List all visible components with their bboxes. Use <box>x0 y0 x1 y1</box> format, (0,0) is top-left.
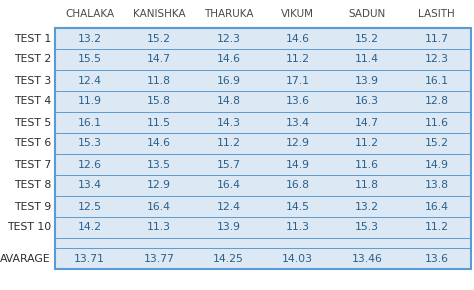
Text: VIKUM: VIKUM <box>281 9 314 19</box>
Text: 14.6: 14.6 <box>286 34 310 44</box>
Text: THARUKA: THARUKA <box>204 9 253 19</box>
Text: 11.6: 11.6 <box>355 160 379 169</box>
Bar <box>55 133 471 154</box>
Text: 11.8: 11.8 <box>355 180 379 191</box>
Text: TEST 8: TEST 8 <box>14 180 51 191</box>
Text: LASITH: LASITH <box>418 9 455 19</box>
Text: 14.6: 14.6 <box>216 55 240 64</box>
Text: 13.9: 13.9 <box>355 75 379 86</box>
Text: 15.2: 15.2 <box>147 34 171 44</box>
Text: 11.2: 11.2 <box>424 222 448 233</box>
Text: 11.3: 11.3 <box>147 222 171 233</box>
Bar <box>55 112 471 133</box>
Text: 14.3: 14.3 <box>216 117 240 128</box>
Bar <box>55 28 471 269</box>
Text: 16.3: 16.3 <box>355 97 379 106</box>
Text: 12.9: 12.9 <box>147 180 171 191</box>
Bar <box>55 49 471 70</box>
Text: TEST 5: TEST 5 <box>14 117 51 128</box>
Text: 16.4: 16.4 <box>424 202 448 211</box>
Text: TEST 10: TEST 10 <box>7 222 51 233</box>
Text: 14.25: 14.25 <box>213 253 244 264</box>
Bar <box>55 238 471 248</box>
Text: 11.2: 11.2 <box>355 139 379 148</box>
Text: 17.1: 17.1 <box>286 75 310 86</box>
Bar <box>55 28 471 49</box>
Text: 14.03: 14.03 <box>282 253 313 264</box>
Bar <box>55 154 471 175</box>
Text: 15.5: 15.5 <box>78 55 101 64</box>
Text: 13.4: 13.4 <box>286 117 310 128</box>
Text: TEST 9: TEST 9 <box>14 202 51 211</box>
Bar <box>55 248 471 269</box>
Text: 13.6: 13.6 <box>424 253 448 264</box>
Text: TEST 7: TEST 7 <box>14 160 51 169</box>
Text: 16.1: 16.1 <box>78 117 101 128</box>
Text: 13.2: 13.2 <box>355 202 379 211</box>
Text: 15.8: 15.8 <box>147 97 171 106</box>
Text: 14.7: 14.7 <box>147 55 171 64</box>
Text: SADUN: SADUN <box>348 9 386 19</box>
Text: 13.9: 13.9 <box>216 222 240 233</box>
Text: 15.2: 15.2 <box>355 34 379 44</box>
Text: 13.77: 13.77 <box>144 253 174 264</box>
Text: 12.9: 12.9 <box>286 139 310 148</box>
Text: AVARAGE: AVARAGE <box>0 253 51 264</box>
Text: 14.9: 14.9 <box>286 160 310 169</box>
Text: 15.3: 15.3 <box>355 222 379 233</box>
Text: KANISHKA: KANISHKA <box>133 9 185 19</box>
Bar <box>55 217 471 238</box>
Text: 15.2: 15.2 <box>424 139 448 148</box>
Text: 11.5: 11.5 <box>147 117 171 128</box>
Text: 16.8: 16.8 <box>286 180 310 191</box>
Text: 16.4: 16.4 <box>216 180 240 191</box>
Text: 11.7: 11.7 <box>424 34 448 44</box>
Text: 13.4: 13.4 <box>78 180 101 191</box>
Text: 12.4: 12.4 <box>216 202 240 211</box>
Text: 11.8: 11.8 <box>147 75 171 86</box>
Text: 16.1: 16.1 <box>424 75 448 86</box>
Text: 14.2: 14.2 <box>78 222 101 233</box>
Text: 12.4: 12.4 <box>78 75 101 86</box>
Text: 11.2: 11.2 <box>286 55 310 64</box>
Text: 14.8: 14.8 <box>216 97 240 106</box>
Text: 11.9: 11.9 <box>78 97 101 106</box>
Text: 12.5: 12.5 <box>78 202 101 211</box>
Bar <box>55 70 471 91</box>
Text: 13.2: 13.2 <box>78 34 101 44</box>
Text: TEST 3: TEST 3 <box>14 75 51 86</box>
Text: 11.3: 11.3 <box>286 222 310 233</box>
Text: TEST 1: TEST 1 <box>14 34 51 44</box>
Text: 16.9: 16.9 <box>216 75 240 86</box>
Text: 16.4: 16.4 <box>147 202 171 211</box>
Text: 12.8: 12.8 <box>424 97 448 106</box>
Text: 12.6: 12.6 <box>78 160 101 169</box>
Bar <box>55 175 471 196</box>
Text: 13.8: 13.8 <box>424 180 448 191</box>
Text: 12.3: 12.3 <box>216 34 240 44</box>
Text: CHALAKA: CHALAKA <box>65 9 114 19</box>
Text: 13.6: 13.6 <box>286 97 310 106</box>
Text: 11.4: 11.4 <box>355 55 379 64</box>
Text: TEST 4: TEST 4 <box>14 97 51 106</box>
Text: 13.5: 13.5 <box>147 160 171 169</box>
Bar <box>55 196 471 217</box>
Text: 14.7: 14.7 <box>355 117 379 128</box>
Text: 11.6: 11.6 <box>424 117 448 128</box>
Text: 11.2: 11.2 <box>216 139 240 148</box>
Text: TEST 2: TEST 2 <box>14 55 51 64</box>
Text: 14.9: 14.9 <box>424 160 448 169</box>
Text: 12.3: 12.3 <box>424 55 448 64</box>
Text: TEST 6: TEST 6 <box>14 139 51 148</box>
Bar <box>55 91 471 112</box>
Text: 14.6: 14.6 <box>147 139 171 148</box>
Text: 15.7: 15.7 <box>216 160 240 169</box>
Text: 13.71: 13.71 <box>74 253 105 264</box>
Text: 14.5: 14.5 <box>286 202 310 211</box>
Text: 15.3: 15.3 <box>78 139 101 148</box>
Text: 13.46: 13.46 <box>352 253 383 264</box>
